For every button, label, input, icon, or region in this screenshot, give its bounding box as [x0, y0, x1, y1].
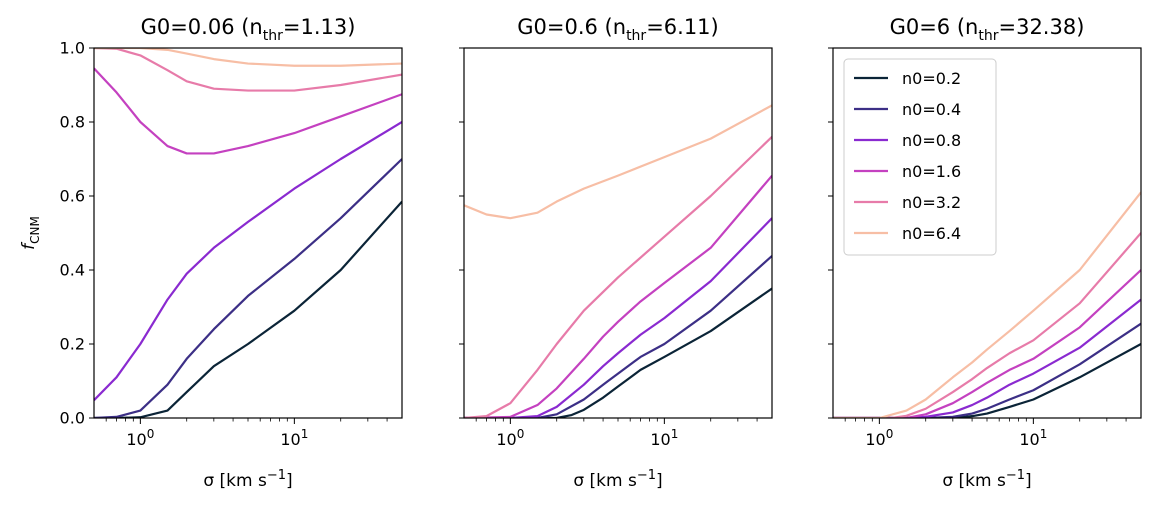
- legend-label: n0=0.4: [902, 100, 961, 119]
- legend-label: n0=1.6: [902, 162, 961, 181]
- legend-label: n0=0.8: [902, 131, 961, 150]
- x-axis-label: σ [km s−1]: [203, 468, 292, 491]
- legend-label: n0=6.4: [902, 224, 961, 243]
- series-line-n0=6.4: [833, 191, 1141, 418]
- y-tick-label: 0.8: [60, 113, 85, 132]
- series-line-n0=0.2: [94, 200, 402, 418]
- y-tick-label: 1.0: [60, 39, 85, 58]
- chart-panel-1: 0.0 0.2 0.4 0.6 0.8 1.0 100 101 G0=0.06 (nthr=1.…: [19, 15, 403, 491]
- y-tick-label: 0.2: [60, 335, 85, 354]
- series-line-n0=6.4: [464, 104, 772, 220]
- series-line-n0=0.2: [833, 343, 1141, 418]
- y-tick-label: 0.0: [60, 409, 85, 428]
- x-tick-label: 100: [865, 427, 893, 449]
- axes-frame: [93, 47, 403, 419]
- panel-title: G0=0.06 (nthr=1.13): [141, 15, 356, 44]
- series-line-n0=0.4: [464, 255, 772, 418]
- x-axis-label: σ [km s−1]: [942, 468, 1031, 491]
- series-line-n0=0.4: [94, 158, 402, 418]
- series-line-n0=1.6: [464, 174, 772, 418]
- series-line-n0=1.6: [94, 67, 402, 155]
- legend: n0=0.2 n0=0.4 n0=0.8 n0=1.6 n0=3.2 n0=6.4: [843, 58, 997, 256]
- series-line-n0=0.8: [94, 121, 402, 402]
- chart-panel-2: 100 101 G0=0.6 (nthr=6.11) σ [km s−1]: [459, 15, 773, 491]
- x-tick-label: 101: [650, 427, 678, 449]
- y-tick-label: 0.4: [60, 261, 85, 280]
- series-line-n0=3.2: [94, 48, 402, 92]
- axes-frame: [463, 47, 773, 419]
- x-tick-label: 101: [280, 427, 308, 449]
- series-line-n0=1.6: [833, 269, 1141, 418]
- legend-label: n0=0.2: [902, 69, 961, 88]
- series-line-n0=0.8: [464, 217, 772, 418]
- legend-label: n0=3.2: [902, 193, 961, 212]
- y-axis-label: fCNM: [19, 216, 42, 250]
- series-line-n0=0.2: [464, 287, 772, 418]
- x-tick-label: 100: [126, 427, 154, 449]
- panel-title: G0=6 (nthr=32.38): [890, 15, 1085, 44]
- series-line-n0=0.4: [833, 322, 1141, 418]
- x-tick-label: 100: [496, 427, 524, 449]
- panel-title: G0=0.6 (nthr=6.11): [517, 15, 718, 44]
- series-line-n0=0.8: [833, 298, 1141, 418]
- series-line-n0=6.4: [94, 48, 402, 67]
- y-tick-label: 0.6: [60, 187, 85, 206]
- series-line-n0=3.2: [833, 232, 1141, 418]
- x-tick-label: 101: [1019, 427, 1047, 449]
- series-line-n0=3.2: [464, 136, 772, 418]
- x-axis-label: σ [km s−1]: [573, 468, 662, 491]
